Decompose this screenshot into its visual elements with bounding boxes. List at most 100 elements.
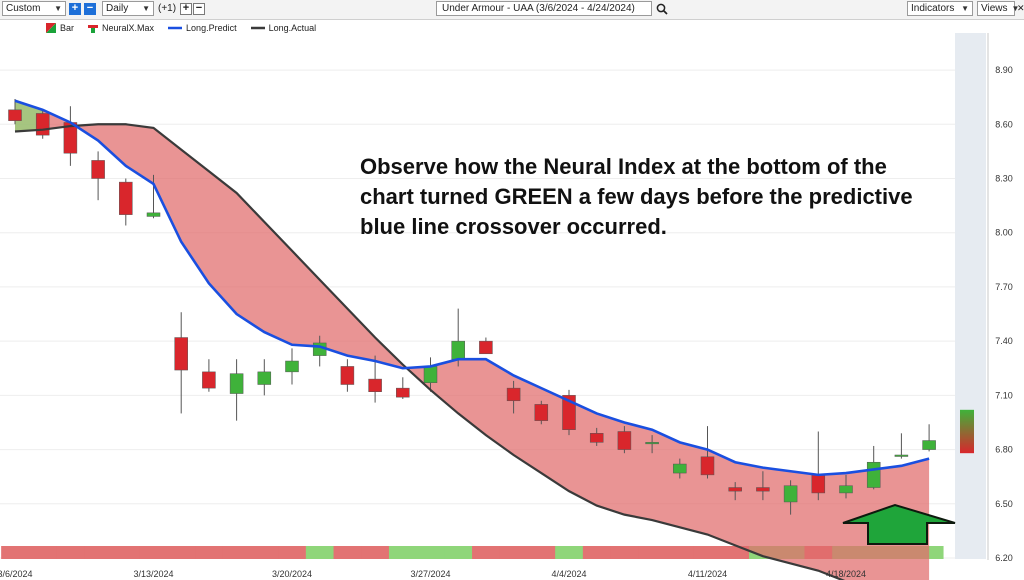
offset-label: (+1) <box>158 3 177 14</box>
y-tick-label: 6.20 <box>995 553 1013 563</box>
period-select[interactable]: Custom ▼ <box>2 1 66 16</box>
neural-index-cell <box>250 546 279 559</box>
up-arrow-icon <box>842 503 956 545</box>
prediction-spread-area-positive <box>15 100 43 132</box>
y-tick-label: 8.00 <box>995 228 1013 238</box>
neural-index-cell <box>693 546 722 559</box>
neural-index-cell <box>915 546 944 559</box>
legend-label-long-predict: Long.Predict <box>186 23 237 33</box>
candle-body <box>35 113 50 136</box>
neural-index-cell <box>887 546 916 559</box>
pin-button[interactable]: ✕ <box>1017 1 1024 16</box>
candle-body <box>312 342 327 356</box>
legend-label-bar: Bar <box>60 23 75 33</box>
neural-index-cell <box>111 546 141 559</box>
chevron-down-icon: ▼ <box>1011 4 1020 13</box>
neural-index-cell <box>859 546 889 559</box>
candle-body <box>8 109 22 121</box>
neural-index-cell <box>527 546 556 559</box>
indicators-menu[interactable]: Indicators ▼ <box>907 1 973 16</box>
candle-body <box>894 454 909 457</box>
legend-label-long-actual: Long.Actual <box>268 23 317 33</box>
y-tick-label: 7.40 <box>995 336 1013 346</box>
neural-index-cell <box>804 546 833 559</box>
chevron-down-icon: ▼ <box>54 4 62 13</box>
candle-body <box>922 440 936 450</box>
search-button[interactable] <box>656 1 668 16</box>
candle-body <box>479 340 493 355</box>
neural-index-cell <box>222 546 252 559</box>
x-tick-label: 3/27/2024 <box>410 569 450 579</box>
chart-title[interactable]: Under Armour - UAA (3/6/2024 - 4/24/2024… <box>436 1 652 16</box>
views-label: Views <box>981 3 1008 14</box>
y-tick-label: 8.90 <box>995 65 1013 75</box>
legend-item-neuralx-max[interactable]: NeuralX.Max <box>88 23 154 33</box>
offset-increment-button[interactable]: + <box>180 1 192 16</box>
neural-index-cell <box>555 546 584 559</box>
candle-body <box>423 366 438 383</box>
neural-index-cell <box>388 546 418 559</box>
period-select-label: Custom <box>6 3 41 14</box>
x-tick-label: 4/18/2024 <box>826 569 866 579</box>
offset-decrement-button[interactable]: − <box>193 1 205 16</box>
candle-body <box>783 485 798 503</box>
y-tick-label: 6.50 <box>995 499 1013 509</box>
plus-icon: + <box>180 2 192 15</box>
candle-body <box>756 487 770 492</box>
neural-index-cell <box>472 546 501 559</box>
zoom-out-button[interactable]: − <box>84 1 96 16</box>
neural-index-cell <box>776 546 806 559</box>
minus-icon: − <box>193 2 205 15</box>
bar-series-icon <box>46 23 56 33</box>
neural-index-cell <box>361 546 390 559</box>
candle-body <box>340 366 355 385</box>
candle-body <box>673 463 687 474</box>
indicators-label: Indicators <box>911 3 955 14</box>
views-menu[interactable]: Views ▼ <box>977 1 1019 16</box>
candle-body <box>811 474 826 494</box>
zoom-in-button[interactable]: + <box>69 1 81 16</box>
candle-body <box>146 212 161 217</box>
neural-index-cell <box>1 546 30 559</box>
line-series-icon <box>168 26 183 30</box>
candle-body <box>562 395 576 430</box>
neural-index-cell <box>305 546 335 559</box>
neural-index-cell <box>333 546 362 559</box>
y-tick-label: 7.70 <box>995 282 1013 292</box>
x-tick-label: 3/6/2024 <box>0 569 33 579</box>
neural-index-cell <box>832 546 861 559</box>
legend-item-long-predict[interactable]: Long.Predict <box>168 23 237 33</box>
candle-body <box>257 371 272 385</box>
x-tick-label: 4/11/2024 <box>688 569 727 579</box>
candle-body <box>534 404 549 421</box>
neural-index-cell <box>56 546 85 559</box>
neural-index-cell <box>499 546 529 559</box>
legend-item-long-actual[interactable]: Long.Actual <box>250 23 317 33</box>
neural-index-cell <box>139 546 168 559</box>
candle-body <box>368 378 382 392</box>
neural-index-cell <box>195 546 224 559</box>
x-tick-label: 3/13/2024 <box>133 569 173 579</box>
legend-item-bar[interactable]: Bar <box>46 23 74 33</box>
candle-body <box>229 373 244 394</box>
candle-body <box>645 442 659 445</box>
neural-index-cell <box>84 546 113 559</box>
candle-body <box>451 340 465 360</box>
neural-index-cell <box>638 546 667 559</box>
candle-body <box>119 181 133 215</box>
candle-body <box>202 371 216 389</box>
legend-label-neuralx-max: NeuralX.Max <box>102 23 155 33</box>
right-margin-band <box>955 33 986 559</box>
search-icon <box>656 3 668 15</box>
candle-body <box>91 160 105 179</box>
toolbar: Custom ▼ + − Daily ▼ (+1) + − Under Armo… <box>0 0 1024 20</box>
interval-select[interactable]: Daily ▼ <box>102 1 154 16</box>
y-tick-label: 8.60 <box>995 119 1013 129</box>
candle-body <box>285 360 299 373</box>
pin-icon: ✕ <box>1017 3 1024 13</box>
y-tick-label: 8.30 <box>995 174 1013 184</box>
candle-body <box>506 387 521 402</box>
candle-body <box>174 337 188 371</box>
neural-index-cell <box>610 546 639 559</box>
